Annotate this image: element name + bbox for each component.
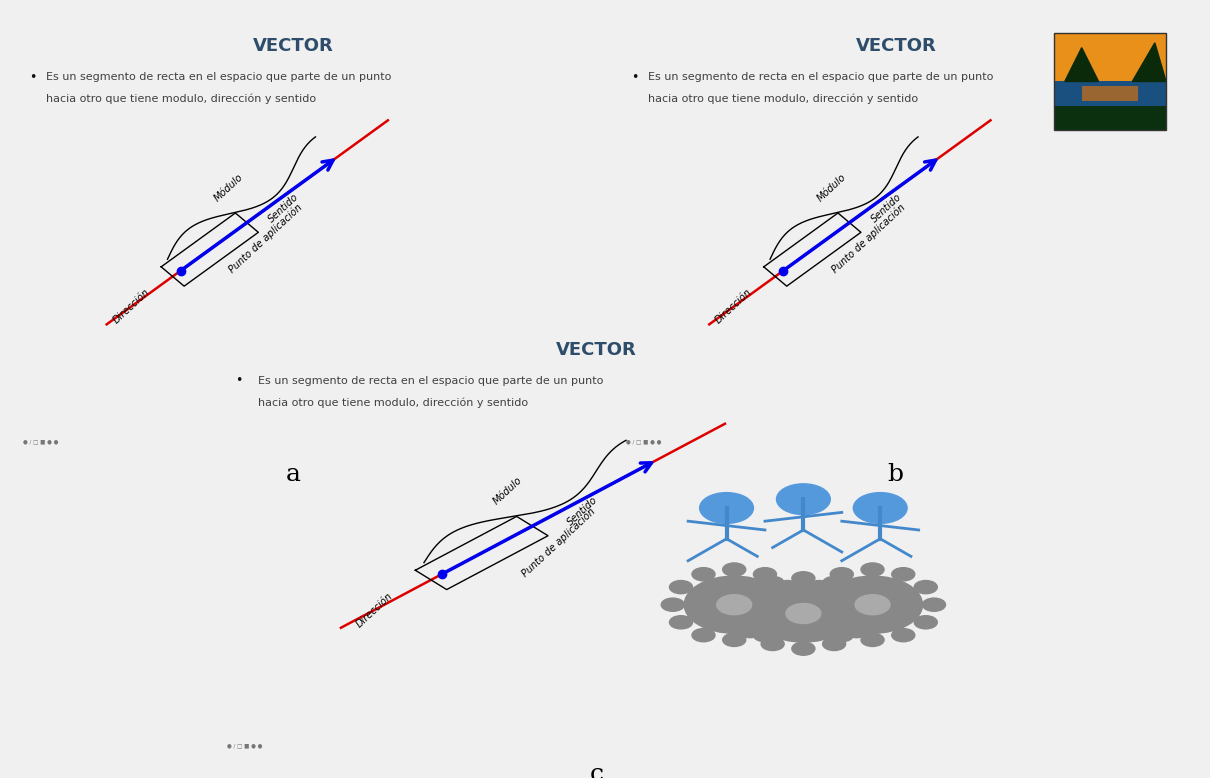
Text: VECTOR: VECTOR [555,341,636,359]
Circle shape [823,576,922,633]
Text: Dirección: Dirección [355,591,394,629]
Text: Es un segmento de recta en el espacio que parte de un punto: Es un segmento de recta en el espacio qu… [46,72,391,82]
Circle shape [692,568,715,581]
Circle shape [692,629,715,642]
Text: Dirección: Dirección [714,287,754,326]
Circle shape [754,629,777,642]
Circle shape [862,633,885,647]
Circle shape [738,589,761,602]
Circle shape [791,642,814,655]
Circle shape [892,629,915,642]
Circle shape [731,607,754,620]
Text: c: c [589,762,604,778]
Circle shape [722,563,745,576]
Circle shape [722,633,745,647]
Text: hacia otro que tiene modulo, dirección y sentido: hacia otro que tiene modulo, dirección y… [46,94,316,104]
Bar [1082,86,1137,101]
Circle shape [669,580,692,594]
Text: VECTOR: VECTOR [253,37,334,55]
Text: a: a [286,463,300,486]
Circle shape [922,598,945,612]
Circle shape [661,598,685,612]
Text: •: • [29,71,36,83]
Circle shape [845,625,868,638]
Polygon shape [1065,47,1099,82]
Circle shape [823,637,846,650]
Polygon shape [1133,43,1166,82]
Circle shape [892,568,915,581]
Circle shape [777,484,830,514]
Text: Módulo: Módulo [491,475,524,506]
Text: hacia otro que tiene modulo, dirección y sentido: hacia otro que tiene modulo, dirección y… [649,94,918,104]
Bar [1054,33,1166,82]
Circle shape [915,580,938,594]
Circle shape [761,637,784,650]
Text: Punto de aplicación: Punto de aplicación [830,202,908,275]
Circle shape [915,615,938,629]
Text: b: b [887,463,904,486]
Text: •: • [632,71,639,83]
Circle shape [855,594,891,615]
Text: Punto de aplicación: Punto de aplicación [520,506,598,579]
Circle shape [699,492,754,524]
Text: VECTOR: VECTOR [855,37,937,55]
Circle shape [800,598,823,612]
Circle shape [862,563,885,576]
Text: Sentido: Sentido [266,191,301,224]
Text: Sentido: Sentido [869,191,904,224]
Text: •: • [235,374,242,387]
Text: Módulo: Módulo [816,172,848,203]
Circle shape [761,576,784,590]
Text: ● / □ ■ ● ●: ● / □ ■ ● ● [23,440,59,444]
Circle shape [830,568,853,581]
Text: Dirección: Dirección [111,287,151,326]
Text: Sentido: Sentido [566,495,600,527]
Circle shape [823,576,846,590]
Text: Es un segmento de recta en el espacio que parte de un punto: Es un segmento de recta en el espacio qu… [258,376,604,386]
Circle shape [808,580,831,594]
Circle shape [776,615,799,629]
Circle shape [830,629,853,642]
Bar [1054,106,1166,130]
Circle shape [685,576,784,633]
Circle shape [791,572,814,585]
Circle shape [754,568,777,581]
Text: Módulo: Módulo [213,172,246,203]
Circle shape [776,580,799,594]
Text: ● / □ ■ ● ●: ● / □ ■ ● ● [227,743,263,748]
Circle shape [808,615,831,629]
Circle shape [845,589,868,602]
Bar [1054,33,1166,130]
Circle shape [784,598,807,612]
Circle shape [669,615,692,629]
Text: Punto de aplicación: Punto de aplicación [227,202,305,275]
Circle shape [853,492,908,524]
Text: ● / □ ■ ● ●: ● / □ ■ ● ● [626,440,662,444]
Bar [1054,82,1166,106]
Circle shape [754,585,853,642]
Text: hacia otro que tiene modulo, dirección y sentido: hacia otro que tiene modulo, dirección y… [258,398,528,408]
Text: Es un segmento de recta en el espacio que parte de un punto: Es un segmento de recta en el espacio qu… [649,72,993,82]
Circle shape [738,625,761,638]
Circle shape [716,594,751,615]
Circle shape [853,607,876,620]
Circle shape [786,604,820,623]
